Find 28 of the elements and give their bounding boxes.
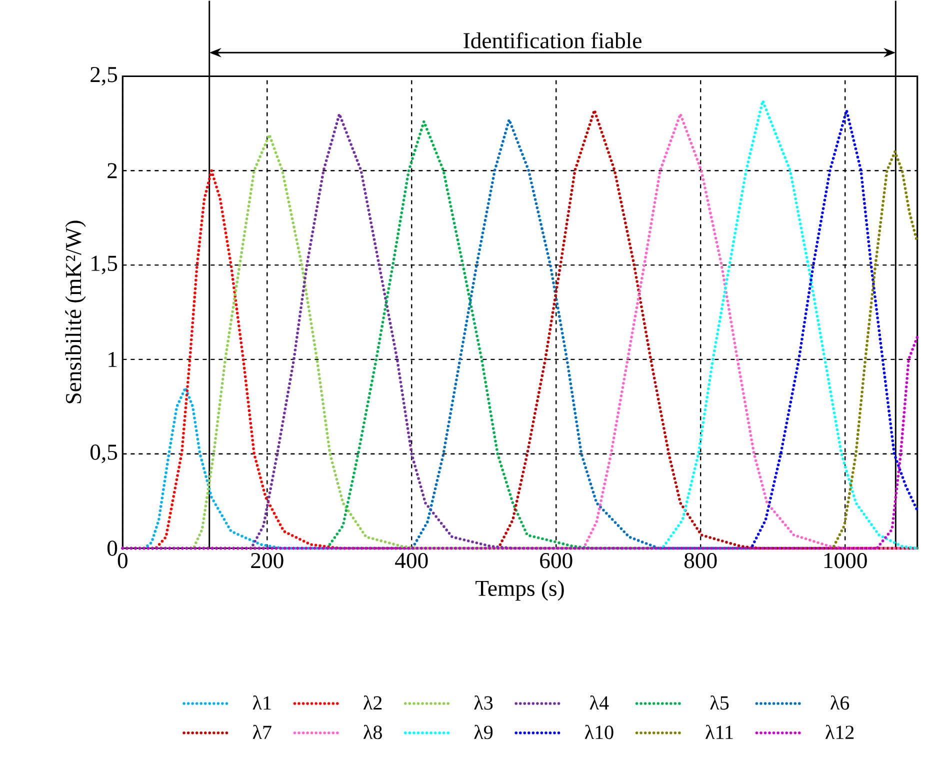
legend-label: λ11 [706, 724, 733, 739]
x-tick-label: 600 [540, 552, 572, 568]
x-tick-label: 200 [251, 552, 284, 568]
x-tick-label: 800 [684, 552, 717, 568]
legend-label: λ9 [474, 724, 493, 740]
legend-label: λ10 [584, 724, 614, 740]
y-axis-title: Sensibilité (mK²/W) [65, 220, 86, 404]
y-tick-label: 2 [108, 163, 117, 178]
x-tick-label: 400 [395, 552, 428, 568]
text: Identification fiable [464, 32, 642, 48]
y-tick-label: 2,5 [90, 66, 118, 86]
y-tick-label: 0 [107, 540, 118, 556]
x-tick-label: 0 [118, 552, 128, 568]
y-tick-label: 1 [108, 352, 117, 367]
legend-label: λ12 [826, 724, 854, 739]
line-series [121, 335, 919, 550]
legend-label: λ7 [252, 724, 272, 739]
legend-label: λ4 [590, 695, 609, 710]
x-tick-label: 1000 [824, 552, 867, 568]
y-tick-label: 0,5 [90, 444, 118, 464]
x-axis-title: Temps (s) [476, 580, 564, 601]
legend-label: λ6 [830, 695, 850, 710]
y-tick-label: 1,5 [92, 256, 118, 274]
legend-label: λ2 [364, 695, 382, 710]
legend-label: λ5 [710, 695, 729, 710]
legend-label: λ1 [252, 695, 271, 710]
legend-label: λ3 [474, 695, 493, 710]
legend-label: λ8 [364, 724, 382, 740]
